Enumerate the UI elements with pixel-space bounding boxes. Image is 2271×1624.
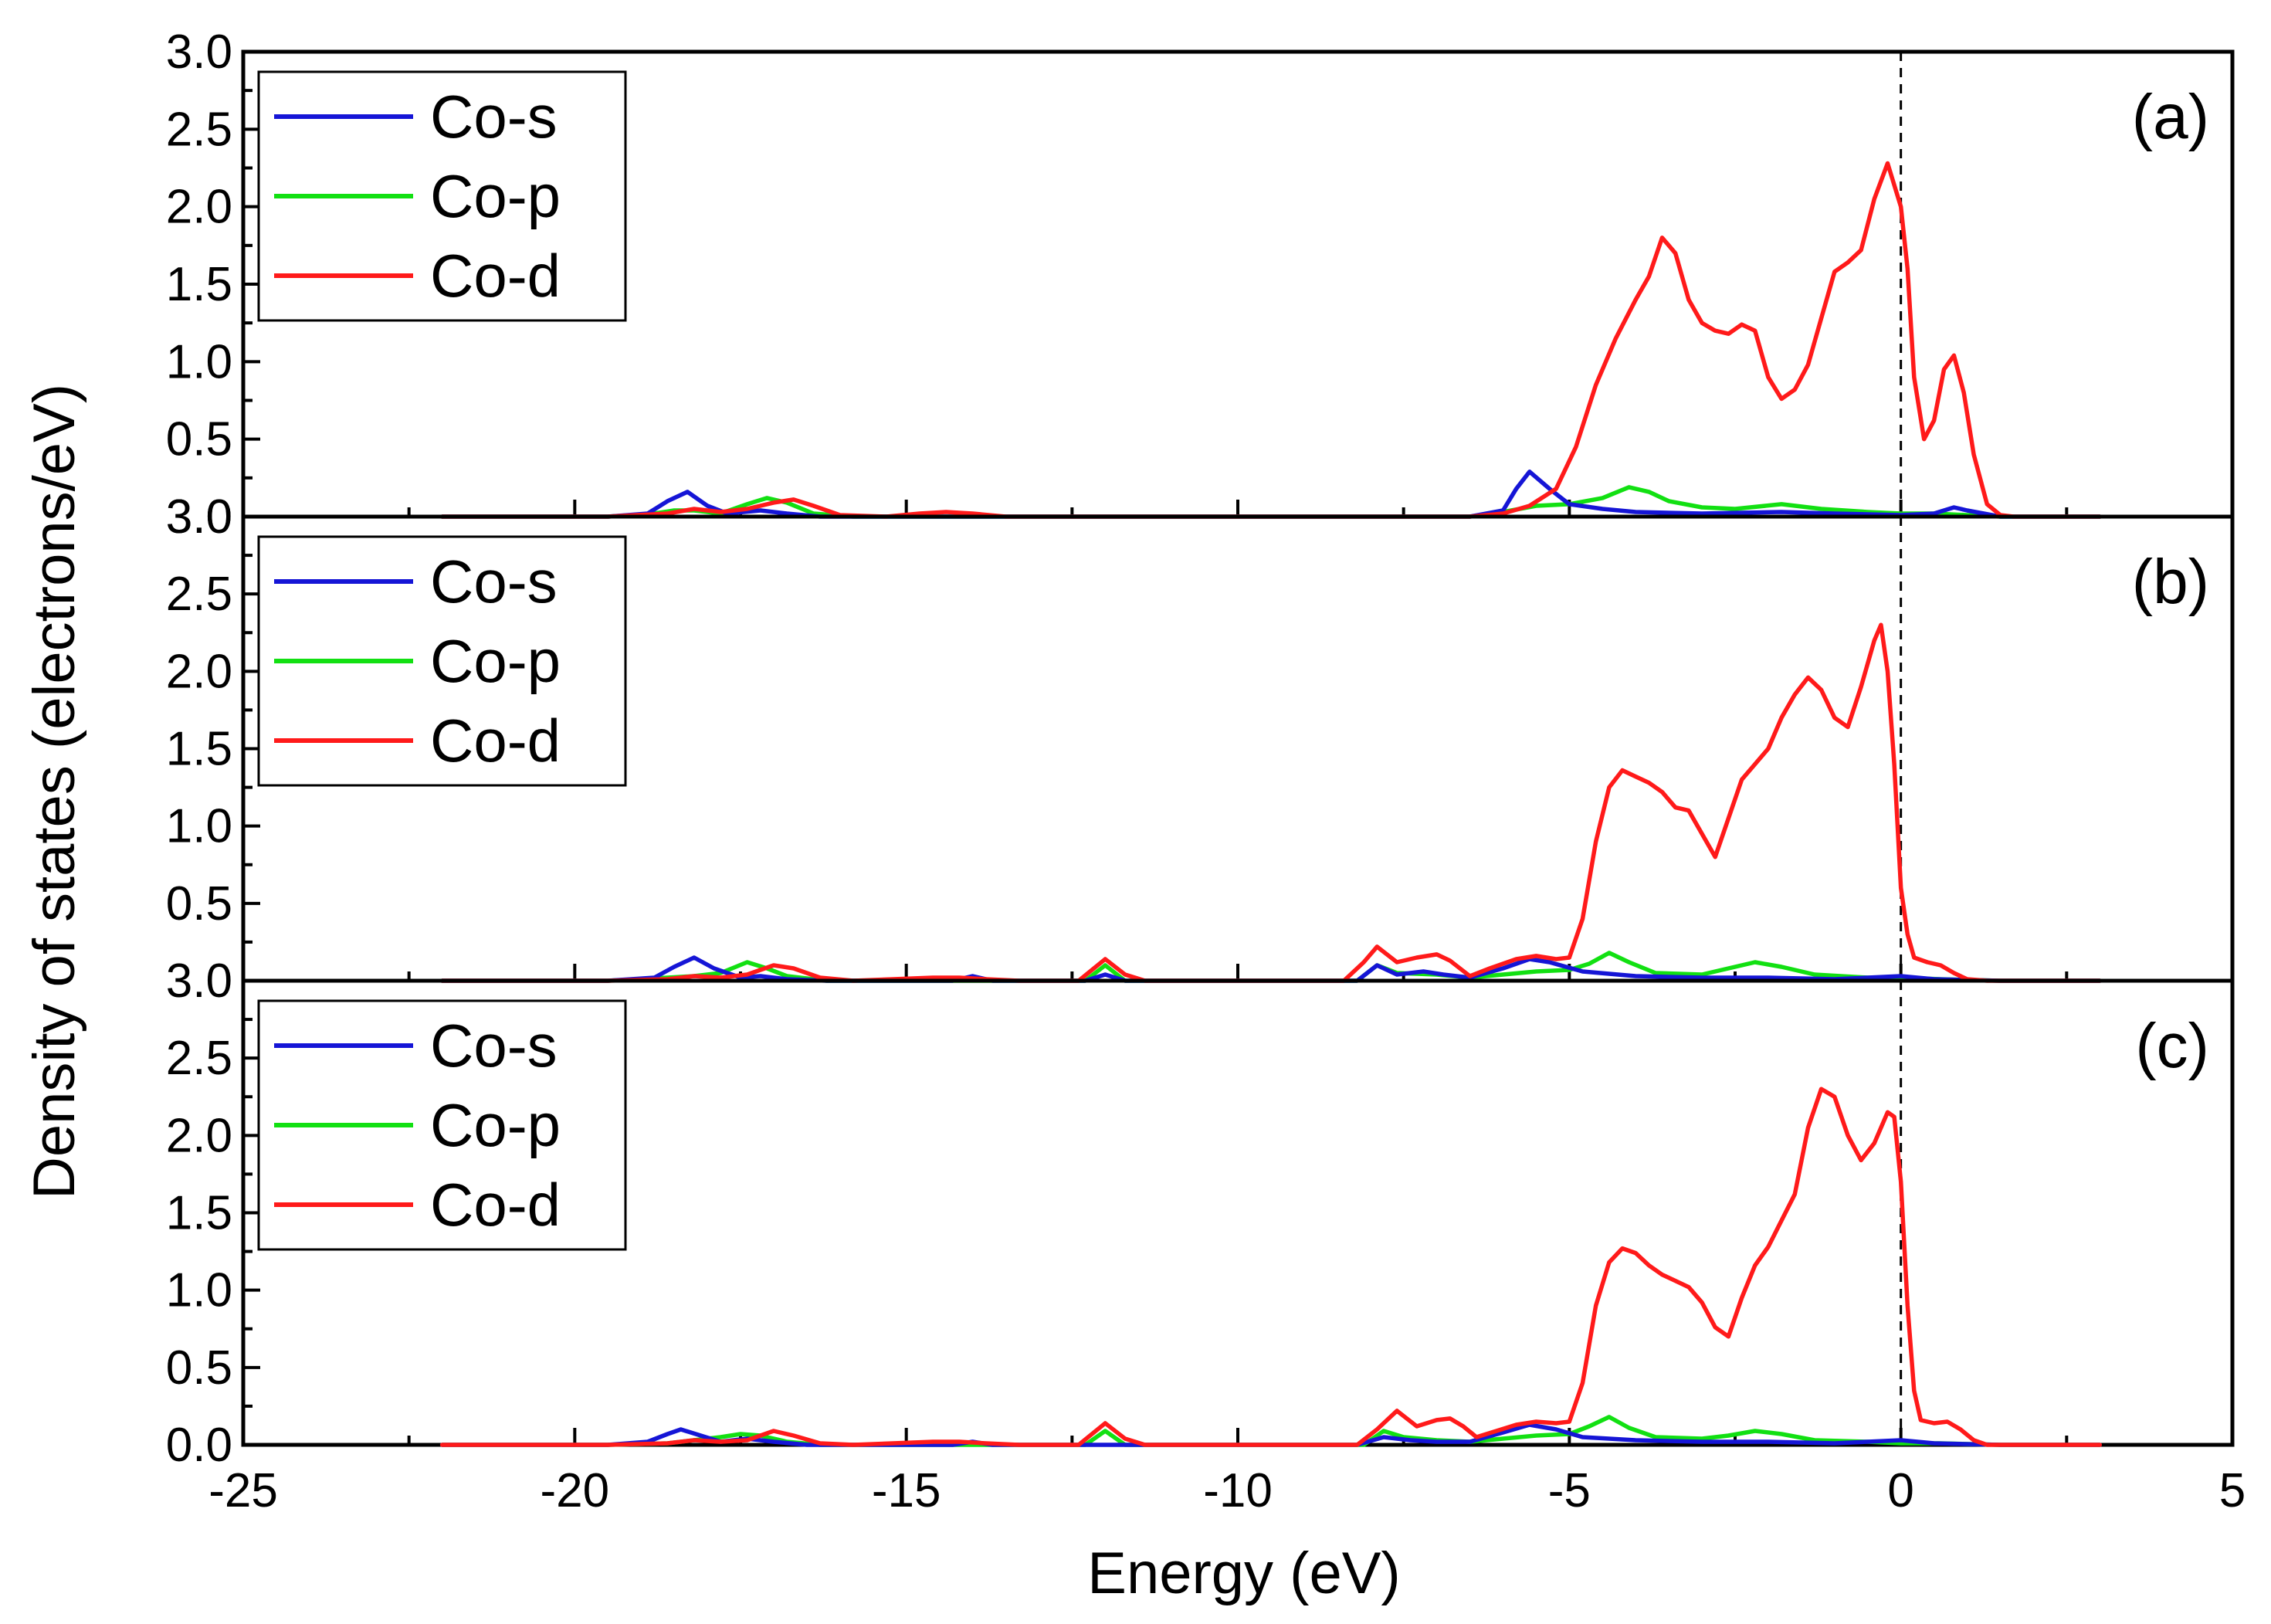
legend-label-co-p: Co-p [430, 627, 561, 695]
panel-2: 3.0 2.5 2.0 1.5 1.0 0.5 Co-s Co-p Co-d (b) [166, 490, 2235, 983]
legend-label-co-s: Co-s [430, 548, 558, 615]
y-tick-label: 2.0 [166, 181, 232, 234]
y-tick-label: 2.5 [166, 568, 232, 621]
x-tick-label: 5 [2219, 1464, 2246, 1517]
series-co-s-line [439, 955, 2103, 983]
y-tick-label: 2.0 [166, 645, 232, 698]
x-tick-label: -15 [872, 1464, 941, 1517]
y-tick-label: 1.0 [166, 335, 232, 388]
legend-label-co-d: Co-d [430, 242, 561, 310]
y-tick-label: 0.5 [166, 877, 232, 931]
x-tick-label: -20 [541, 1464, 610, 1517]
series-co-p-line [439, 1415, 2103, 1447]
x-tick-label: -5 [1548, 1464, 1591, 1517]
panel-label: (a) [2132, 82, 2209, 152]
x-axis-title: Energy (eV) [1087, 1541, 1401, 1606]
legend-label-co-s: Co-s [430, 83, 558, 151]
legend-label-co-d: Co-d [430, 707, 561, 775]
y-tick-label: 3.0 [166, 490, 232, 544]
x-tick-label: -25 [208, 1464, 278, 1517]
y-tick-label: 1.0 [166, 800, 232, 853]
series-co-d-line [439, 622, 2103, 983]
legend-label-co-s: Co-s [430, 1012, 558, 1080]
y-tick-label: 1.0 [166, 1264, 232, 1317]
legend-label-co-p: Co-p [430, 162, 561, 230]
panel-label: (b) [2132, 547, 2209, 617]
y-tick-label: 2.5 [166, 103, 232, 156]
y-tick-label: 2.0 [166, 1109, 232, 1162]
y-tick-label: 0.5 [166, 1341, 232, 1395]
y-tick-label: 1.5 [166, 258, 232, 311]
y-tick-label: 1.5 [166, 1187, 232, 1240]
series-co-p-line [439, 951, 2103, 983]
y-axis-title: Density of states (electrons/eV) [22, 384, 87, 1199]
panel-1: 3.0 2.5 2.0 1.5 1.0 0.5 3.0 Co-s Co-p Co-d (a) [166, 25, 2235, 544]
y-tick-label: 0.5 [166, 413, 232, 466]
series-co-s-line [439, 470, 2103, 519]
series-co-d-line [439, 161, 2103, 519]
y-tick-label: 3.0 [166, 490, 232, 544]
panel-3: 3.0 2.5 2.0 1.5 1.0 0.5 0.0 Co-s Co-p Co-d (c) [166, 954, 2235, 1472]
legend-label-co-p: Co-p [430, 1091, 561, 1159]
y-tick-label: 3.0 [166, 954, 232, 1008]
x-tick-label: -10 [1203, 1464, 1273, 1517]
y-tick-label: 0.0 [166, 1419, 232, 1472]
y-tick-label: 2.5 [166, 1032, 232, 1085]
y-tick-label: 3.0 [166, 25, 232, 79]
x-tick-label: 0 [1887, 1464, 1913, 1517]
legend-label-co-d: Co-d [430, 1171, 561, 1239]
panel-label: (c) [2135, 1011, 2209, 1081]
series-co-s-line [439, 1422, 2103, 1447]
series-co-d-line [439, 1087, 2103, 1447]
y-tick-label: 1.5 [166, 723, 232, 776]
